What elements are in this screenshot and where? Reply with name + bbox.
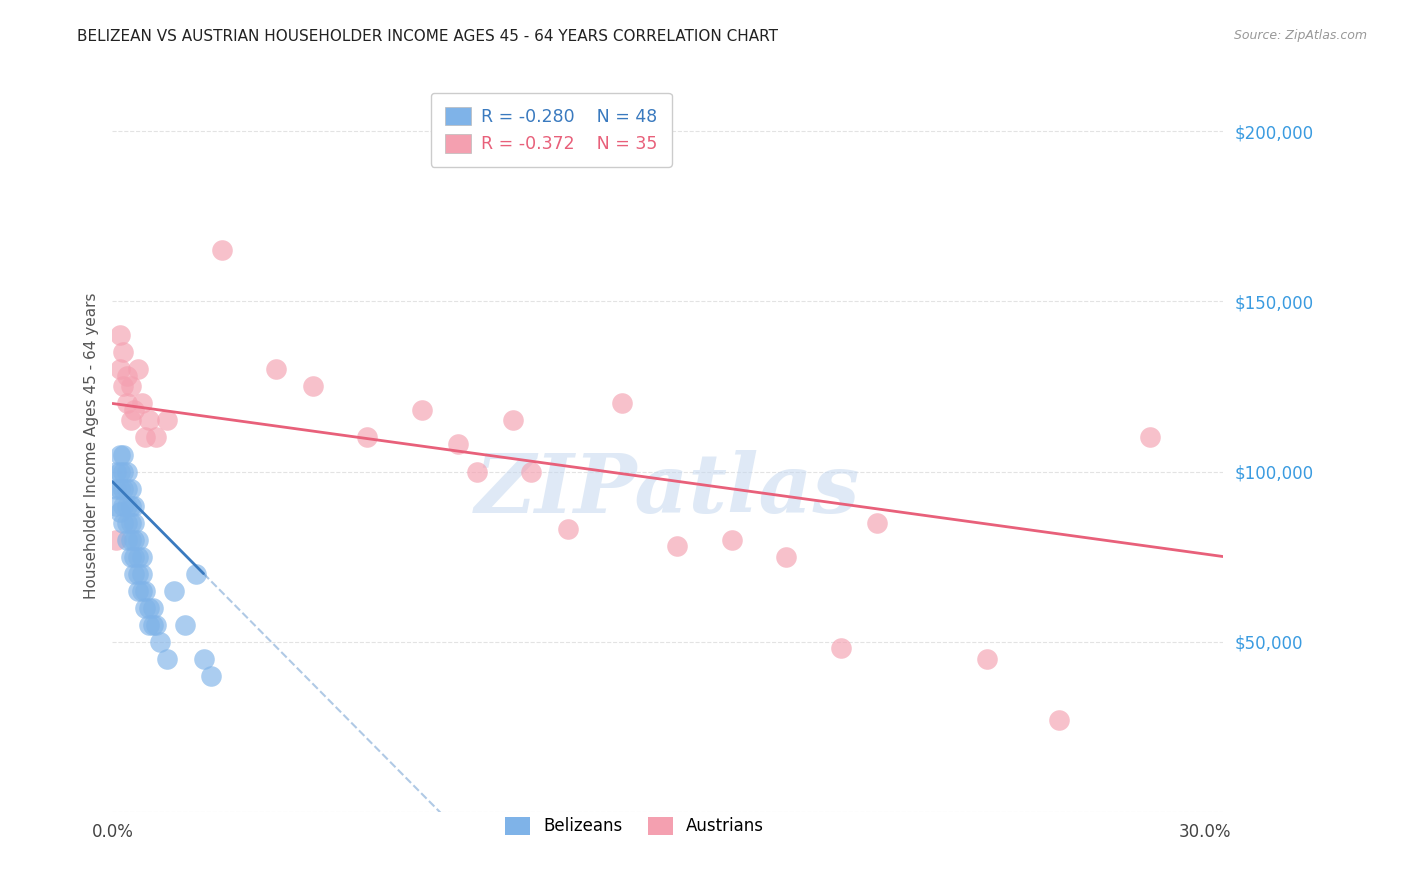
Point [120, 549, 142, 564]
Point [720, 533, 742, 547]
Point [138, 617, 160, 632]
Point [112, 465, 135, 479]
Point [124, 549, 146, 564]
Point [156, 413, 179, 427]
Point [127, 362, 149, 376]
Point [127, 549, 149, 564]
Point [141, 600, 163, 615]
Point [134, 600, 156, 615]
Point [356, 430, 378, 444]
Point [131, 549, 153, 564]
Point [115, 482, 138, 496]
Point [145, 430, 167, 444]
Point [447, 437, 470, 451]
Point [186, 566, 208, 581]
Point [124, 516, 146, 530]
Point [138, 600, 160, 615]
Point [830, 641, 852, 656]
Point [127, 583, 149, 598]
Point [127, 533, 149, 547]
Point [108, 362, 131, 376]
Point [200, 668, 222, 682]
Point [120, 413, 142, 427]
Point [301, 379, 323, 393]
Point [115, 499, 138, 513]
Point [105, 499, 128, 513]
Legend: Belizeans, Austrians: Belizeans, Austrians [496, 808, 772, 844]
Point [557, 522, 579, 536]
Point [131, 583, 153, 598]
Point [108, 505, 131, 519]
Point [115, 533, 138, 547]
Point [120, 533, 142, 547]
Point [145, 617, 167, 632]
Point [211, 244, 233, 258]
Point [112, 379, 135, 393]
Y-axis label: Householder Income Ages 45 - 64 years: Householder Income Ages 45 - 64 years [83, 293, 98, 599]
Point [612, 396, 634, 410]
Point [976, 651, 998, 665]
Point [108, 482, 131, 496]
Point [174, 617, 197, 632]
Point [665, 540, 688, 554]
Point [1047, 713, 1070, 727]
Point [866, 516, 889, 530]
Point [156, 651, 179, 665]
Point [115, 396, 138, 410]
Text: ZIPatlas: ZIPatlas [475, 450, 860, 530]
Point [266, 362, 288, 376]
Point [112, 448, 135, 462]
Point [1139, 430, 1161, 444]
Point [163, 583, 186, 598]
Text: Source: ZipAtlas.com: Source: ZipAtlas.com [1233, 29, 1367, 42]
Point [105, 533, 128, 547]
Point [108, 465, 131, 479]
Point [115, 516, 138, 530]
Point [131, 566, 153, 581]
Point [411, 403, 433, 417]
Point [112, 499, 135, 513]
Point [120, 482, 142, 496]
Point [124, 566, 146, 581]
Point [105, 465, 128, 479]
Point [775, 549, 797, 564]
Point [115, 465, 138, 479]
Point [502, 413, 524, 427]
Point [131, 396, 153, 410]
Point [465, 465, 488, 479]
Point [127, 566, 149, 581]
Point [105, 482, 128, 496]
Point [124, 499, 146, 513]
Point [112, 345, 135, 359]
Text: BELIZEAN VS AUSTRIAN HOUSEHOLDER INCOME AGES 45 - 64 YEARS CORRELATION CHART: BELIZEAN VS AUSTRIAN HOUSEHOLDER INCOME … [77, 29, 779, 44]
Point [108, 328, 131, 343]
Point [134, 430, 156, 444]
Point [120, 499, 142, 513]
Point [115, 369, 138, 384]
Point [112, 482, 135, 496]
Point [120, 516, 142, 530]
Point [138, 413, 160, 427]
Point [120, 379, 142, 393]
Point [520, 465, 543, 479]
Point [124, 403, 146, 417]
Point [124, 533, 146, 547]
Point [134, 583, 156, 598]
Point [108, 448, 131, 462]
Point [149, 634, 172, 648]
Point [141, 617, 163, 632]
Point [112, 516, 135, 530]
Point [193, 651, 215, 665]
